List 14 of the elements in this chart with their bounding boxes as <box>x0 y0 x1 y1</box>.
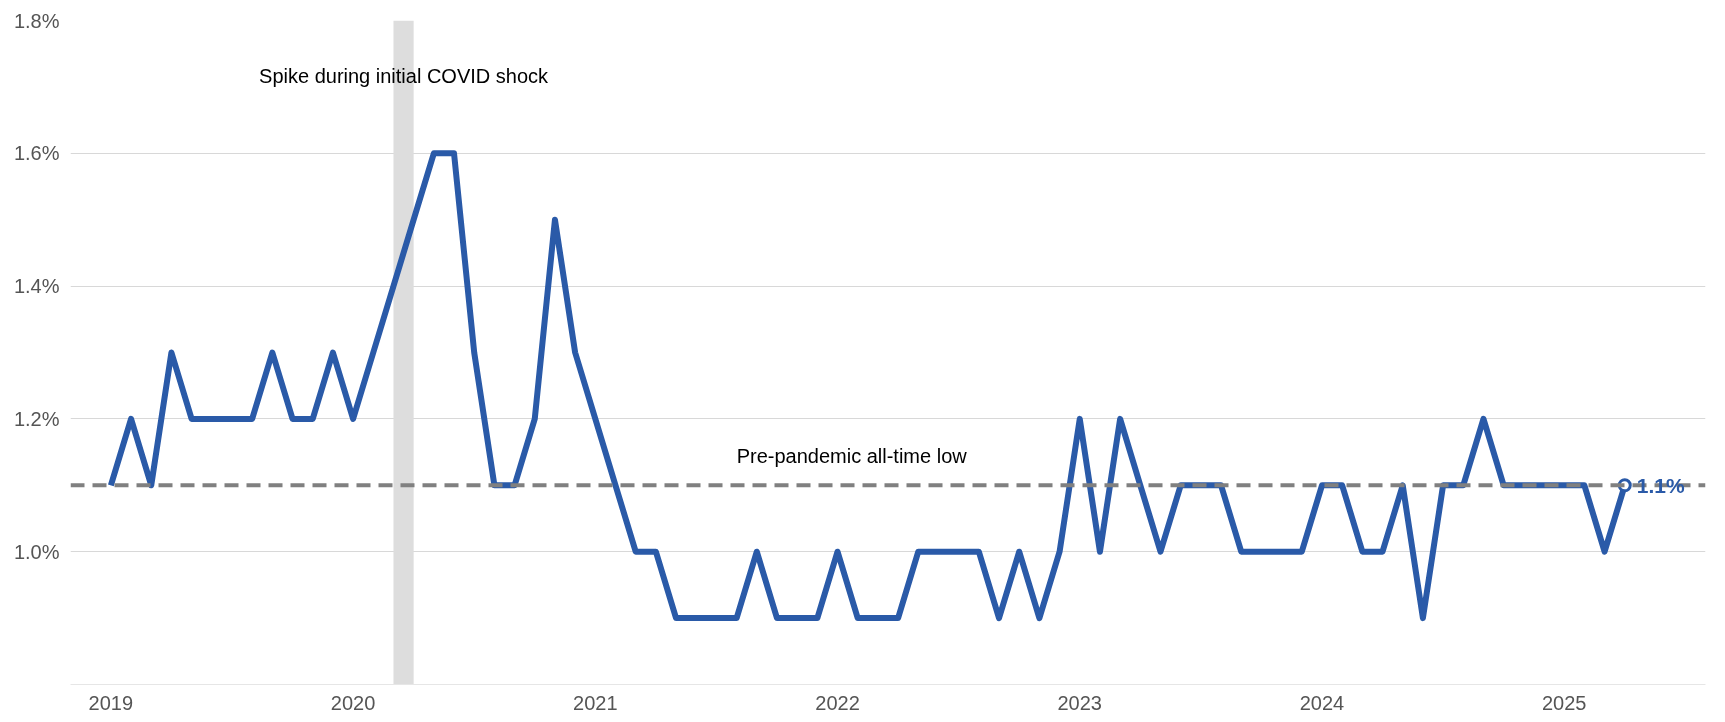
y-tick-label: 1.6% <box>13 142 60 165</box>
x-tick-label: 2020 <box>330 691 376 714</box>
x-tick-label: 2024 <box>1299 691 1345 714</box>
y-tick-label: 1.2% <box>13 407 60 430</box>
ref-line-label: Pre-pandemic all-time low <box>736 445 968 468</box>
x-tick-label: 2025 <box>1541 691 1587 714</box>
y-tick-label: 1.0% <box>13 540 60 563</box>
y-tick-label: 1.8% <box>13 9 60 32</box>
x-tick-label: 2021 <box>573 691 618 714</box>
y-tick-label: 1.4% <box>13 275 60 298</box>
x-tick-label: 2023 <box>1057 691 1103 714</box>
x-tick-label: 2022 <box>815 691 860 714</box>
band-label: Spike during initial COVID shock <box>259 64 550 87</box>
x-tick-label: 2019 <box>88 691 134 714</box>
